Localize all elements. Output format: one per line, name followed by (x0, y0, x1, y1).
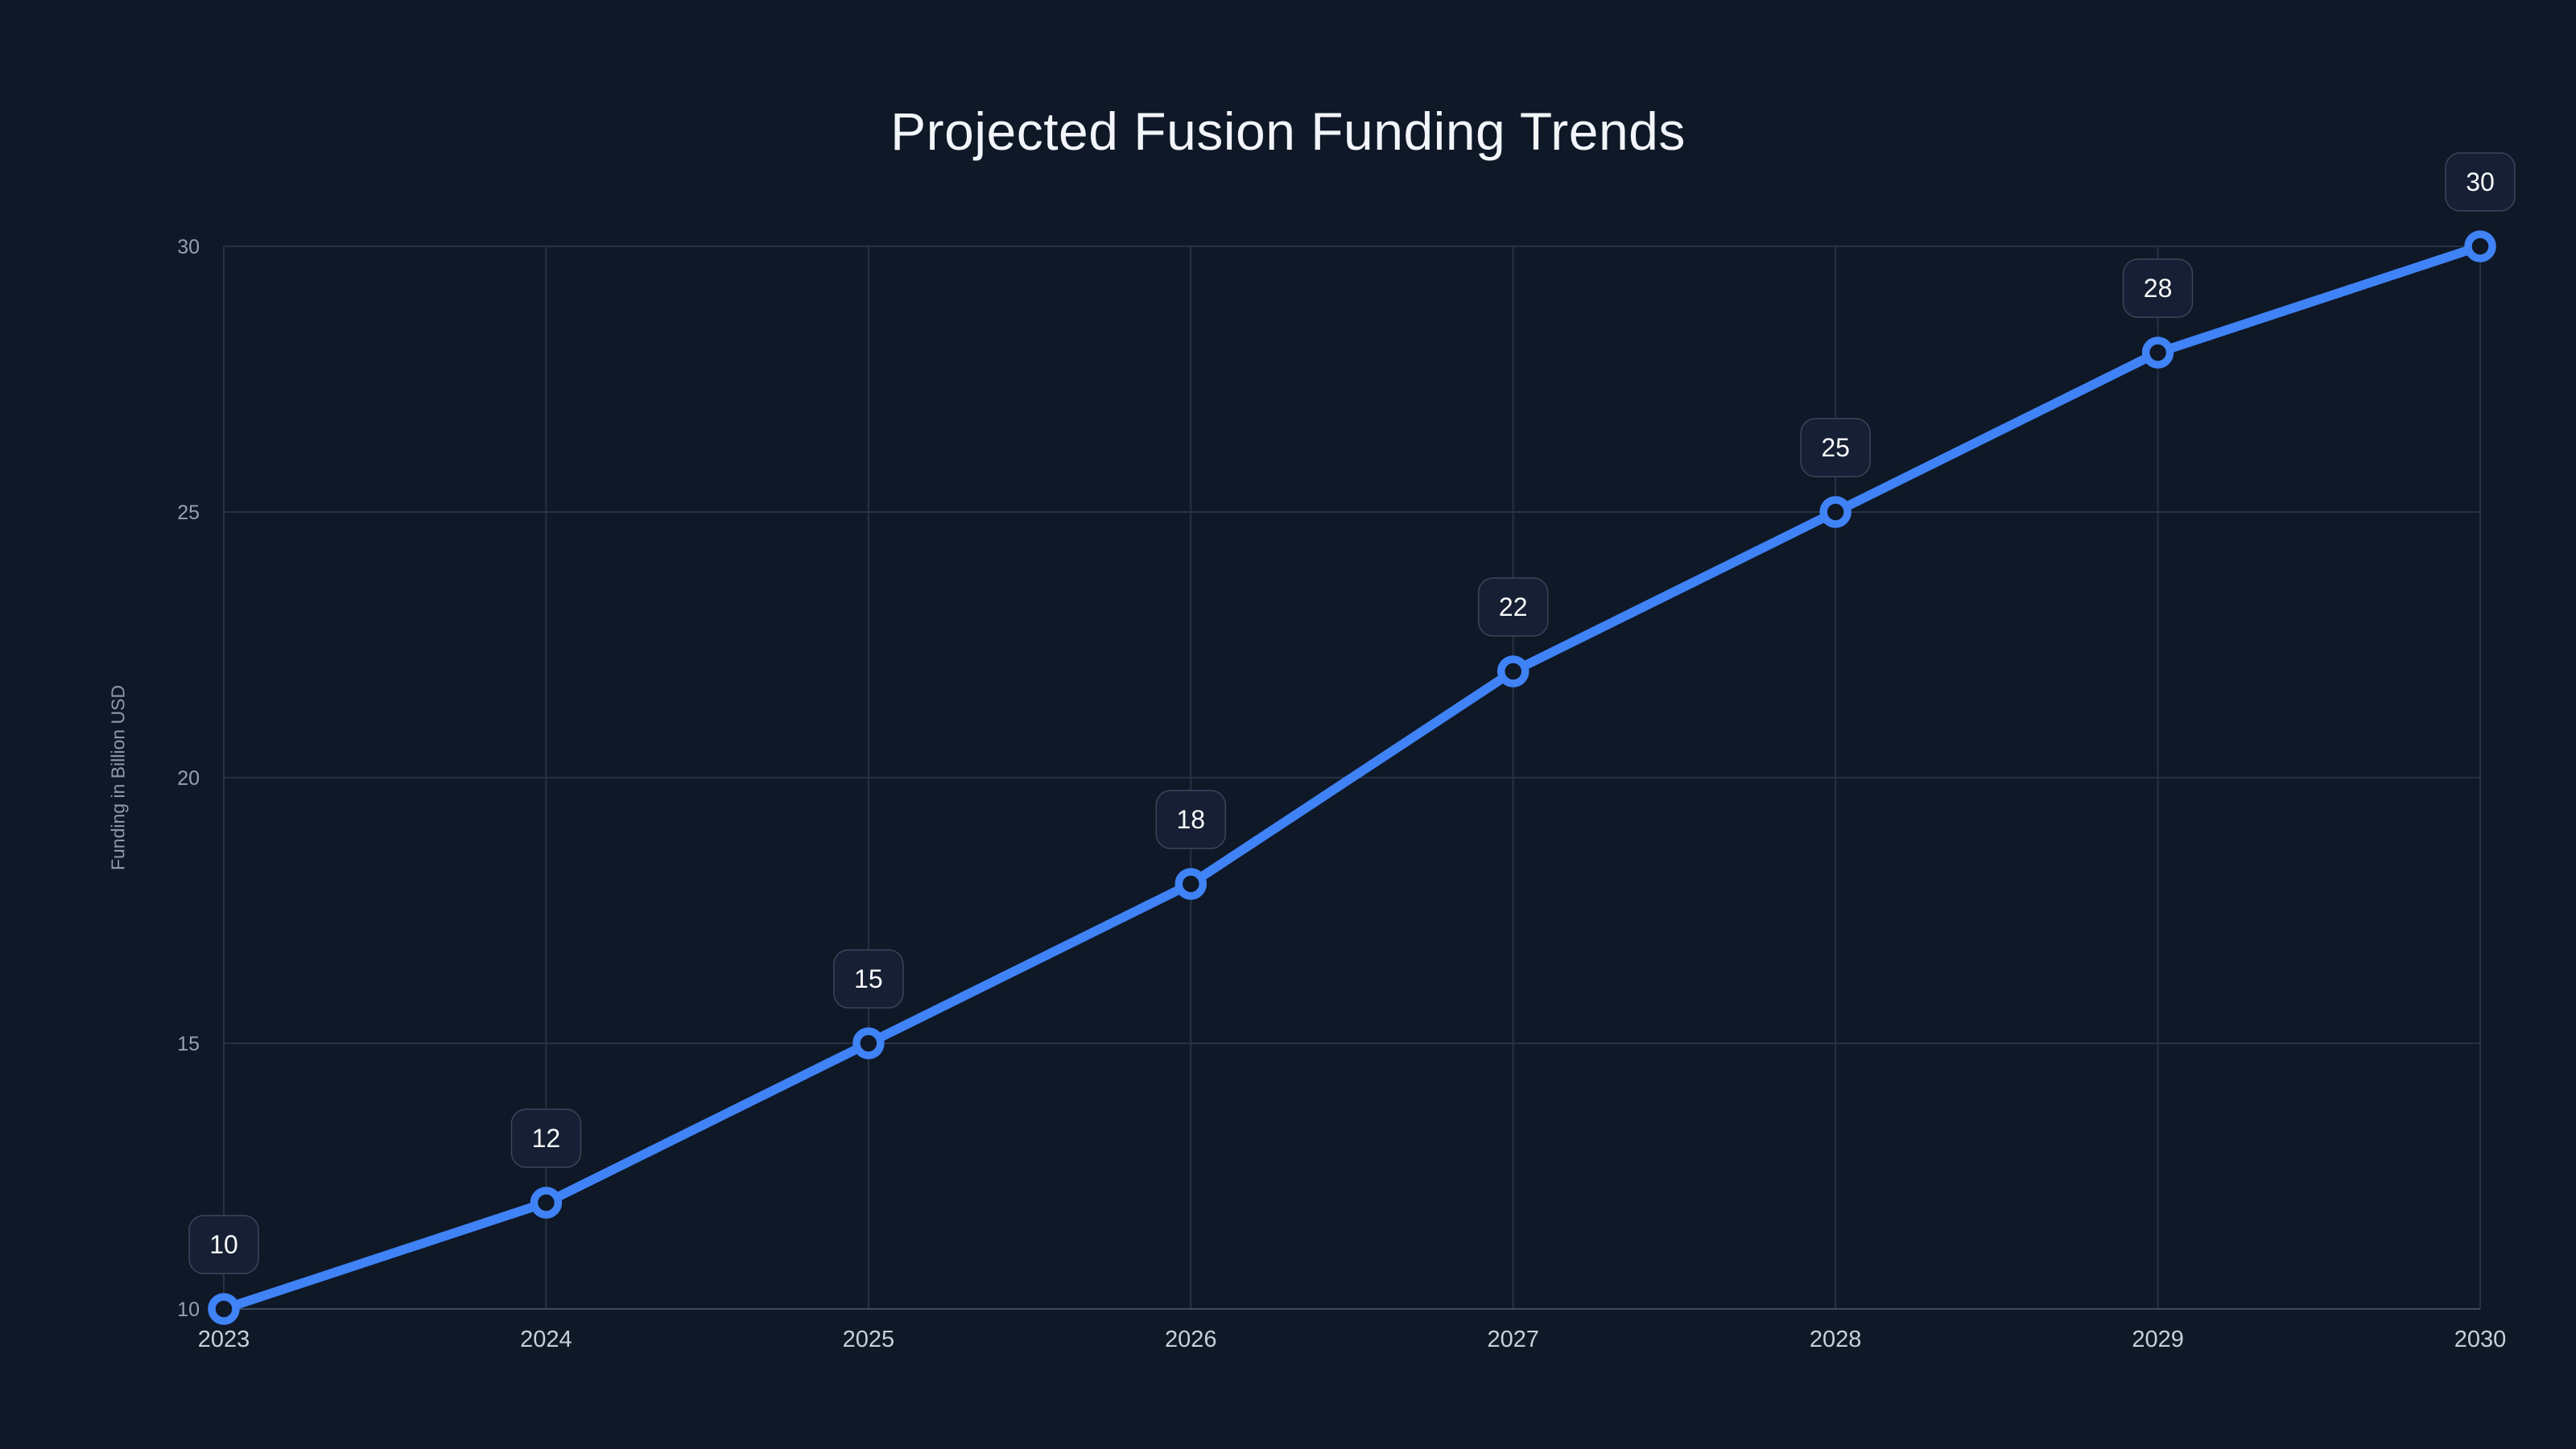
y-tick-label: 15 (177, 1033, 200, 1055)
data-point-marker[interactable] (1819, 496, 1852, 528)
series-line (219, 242, 2485, 1314)
y-tick-label: 10 (177, 1298, 200, 1321)
data-label-box (188, 1215, 259, 1274)
data-label-box (1155, 790, 1227, 849)
data-point-marker[interactable] (1496, 655, 1530, 687)
data-point-marker[interactable] (1174, 868, 1208, 900)
x-tick-label: 2026 (1165, 1327, 1217, 1352)
data-label-box (2122, 258, 2194, 318)
data-point-marker[interactable] (530, 1187, 563, 1219)
data-point-marker[interactable] (2464, 230, 2496, 262)
data-label-box (1477, 577, 1549, 637)
data-label-value: 15 (854, 964, 883, 993)
data-point-marker[interactable] (852, 1027, 885, 1059)
y-tick-label: 25 (177, 502, 200, 524)
x-tick-label: 2027 (1487, 1327, 1539, 1352)
data-point-marker[interactable] (208, 1293, 240, 1325)
data-label-box (833, 949, 904, 1009)
y-tick-label: 30 (177, 236, 200, 258)
data-label-value: 28 (2144, 274, 2173, 303)
x-tick-label: 2025 (843, 1327, 895, 1352)
data-label-value: 18 (1176, 805, 1205, 834)
data-point-marker[interactable] (2141, 336, 2174, 369)
data-label-box (2445, 152, 2516, 212)
data-label-box (1800, 418, 1871, 477)
data-label-value: 30 (2466, 167, 2495, 196)
data-label-value: 12 (532, 1124, 561, 1153)
x-tick-label: 2028 (1810, 1327, 1862, 1352)
x-tick-label: 2024 (520, 1327, 572, 1352)
data-label-value: 22 (1499, 592, 1528, 621)
data-label-box (510, 1108, 582, 1168)
x-tick-label: 2029 (2132, 1327, 2184, 1352)
data-label-value: 10 (209, 1230, 238, 1259)
y-tick-label: 20 (177, 767, 200, 790)
data-label-value: 25 (1821, 433, 1850, 462)
x-tick-label: 2023 (198, 1327, 250, 1352)
chart-title: Projected Fusion Funding Trends (890, 101, 1686, 161)
x-tick-label: 2030 (2454, 1327, 2507, 1352)
